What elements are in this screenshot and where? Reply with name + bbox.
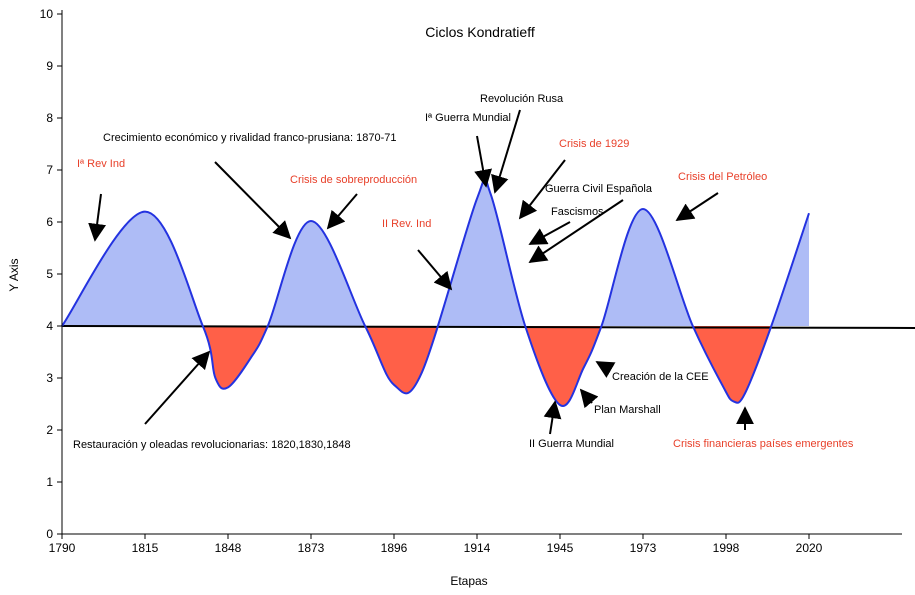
y-tick-label: 3	[46, 371, 53, 385]
annotation-2-rev-ind: II Rev. Ind	[382, 218, 431, 230]
x-tick-label: 2020	[796, 541, 823, 555]
annotation-1-rev-ind: Iª Rev Ind	[77, 158, 125, 170]
annotation-restauracion: Restauración y oleadas revolucionarias: …	[73, 439, 351, 451]
arrow-crisis-1929	[518, 159, 566, 220]
y-tick-label: 9	[46, 59, 53, 73]
arrow-2-rev-ind	[417, 249, 453, 291]
annotation-fascismos: Fascismos	[551, 206, 604, 218]
y-tick-label: 8	[46, 111, 53, 125]
arrow-plan-marshall	[579, 388, 599, 409]
y-axis: 0 1 2 3 4 5 6 7 8 9 10	[40, 7, 63, 541]
y-tick-label: 7	[46, 163, 53, 177]
annotation-crisis-petroleo: Crisis del Petróleo	[678, 171, 767, 183]
arrow-crisis-petroleo	[675, 192, 719, 221]
x-tick-label: 1790	[49, 541, 76, 555]
arrow-1-rev-ind	[88, 193, 107, 242]
baseline-line	[61, 325, 915, 329]
arrow-guerra-civil	[528, 199, 624, 263]
annotation-plan-marshall: Plan Marshall	[594, 404, 661, 416]
x-tick-label: 1945	[547, 541, 574, 555]
annotation-creacion-cee: Creación de la CEE	[612, 371, 709, 383]
annotation-1-guerra-mundial: Iª Guerra Mundial	[425, 112, 511, 124]
annotation-guerra-civil: Guerra Civil Española	[545, 183, 653, 195]
chart-title: Ciclos Kondratieff	[425, 24, 535, 40]
annotation-crisis-sobreproduccion: Crisis de sobreproducción	[290, 174, 417, 186]
x-tick-label: 1848	[215, 541, 242, 555]
x-axis: 1790 1815 1848 1873 1896 1914 1945 1973 1998 2020	[49, 533, 902, 555]
annotations: Iª Rev Ind Crecimiento económico y rival…	[73, 93, 854, 451]
arrow-crisis-sobreproduccion	[326, 193, 358, 230]
area-below-baseline	[62, 326, 809, 406]
plot-area	[61, 175, 915, 407]
x-tick-label: 1873	[298, 541, 325, 555]
x-tick-label: 1973	[630, 541, 657, 555]
annotation-crisis-financieras: Crisis financieras países emergentes	[673, 438, 854, 450]
y-tick-label: 2	[46, 423, 53, 437]
annotation-revolucion-rusa: Revolución Rusa	[480, 93, 564, 105]
arrow-fascismos	[528, 221, 571, 245]
annotation-2-guerra-mundial: II Guerra Mundial	[529, 438, 614, 450]
y-tick-label: 10	[40, 7, 54, 21]
area-above-baseline	[62, 176, 809, 326]
y-tick-label: 1	[46, 475, 53, 489]
x-tick-label: 1914	[464, 541, 491, 555]
y-tick-label: 0	[46, 527, 53, 541]
arrow-2-guerra-mundial	[543, 400, 562, 435]
y-tick-label: 4	[46, 319, 53, 333]
x-tick-label: 1998	[713, 541, 740, 555]
arrow-crecimiento	[214, 161, 292, 240]
x-tick-label: 1896	[381, 541, 408, 555]
arrow-revolucion-rusa	[491, 109, 521, 194]
y-tick-label: 6	[46, 215, 53, 229]
annotation-crisis-1929: Crisis de 1929	[559, 138, 629, 150]
arrow-creacion-cee	[595, 361, 616, 378]
annotation-crecimiento: Crecimiento económico y rivalidad franco…	[103, 132, 396, 144]
y-axis-title: Y Axis	[7, 258, 21, 291]
arrow-restauracion	[144, 350, 211, 425]
x-axis-title: Etapas	[450, 574, 487, 588]
y-tick-label: 5	[46, 267, 53, 281]
arrow-1-guerra-mundial	[474, 135, 492, 188]
x-tick-label: 1815	[132, 541, 159, 555]
